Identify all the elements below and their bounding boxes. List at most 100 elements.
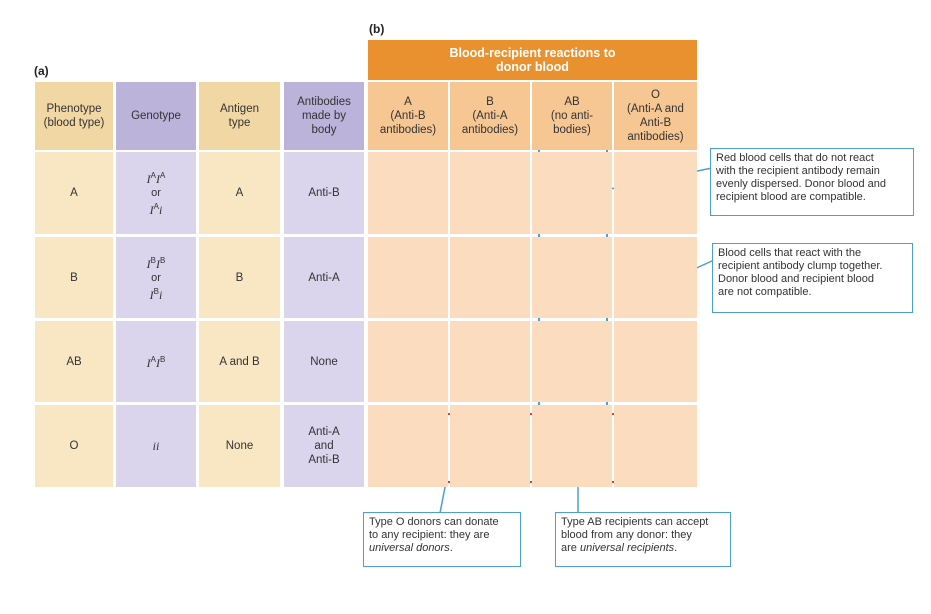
text-line: body (311, 124, 337, 136)
text-line: type (228, 117, 251, 129)
allele-sup: A (150, 355, 156, 364)
table-cell: B (35, 237, 113, 318)
allele: i (152, 439, 156, 453)
callout-text: evenly dispersed. Donor blood and (716, 178, 887, 190)
allele-sup: A (150, 171, 156, 180)
reaction-cell (368, 321, 448, 402)
text-line: B (486, 96, 494, 108)
genotype: IAIA (147, 169, 166, 186)
genotype: IAIB (147, 353, 166, 370)
table-cell: ii (116, 405, 196, 487)
callout-text: . (449, 542, 453, 554)
callout-text: Type AB recipients can accept (561, 516, 709, 528)
callout-line: are universal recipients. (561, 542, 725, 555)
genotype: IAi (150, 200, 163, 217)
reaction-cell (614, 237, 697, 318)
antigen: B (235, 271, 244, 284)
allele-sup: B (160, 255, 166, 265)
allele: i (156, 439, 160, 453)
genotype: ii (153, 439, 160, 453)
allele-sup: B (153, 286, 159, 296)
allele: i (159, 203, 163, 217)
callout-line: with the recipient antibody remain (716, 165, 908, 178)
text-line: Antigen (219, 103, 259, 115)
callout-text: Donor blood and recipient blood (718, 273, 874, 285)
callout-text: universal recipients (579, 542, 675, 554)
callout-text: . (674, 542, 678, 554)
callout-line: recipient antibody clump together. (718, 260, 907, 273)
reaction-cell (614, 152, 697, 234)
header-cell: B (Anti-A antibodies) (450, 82, 530, 150)
genotype-or: or (151, 271, 161, 284)
genotype: IBi (150, 285, 163, 302)
callout: Type AB recipients can accept blood from … (555, 512, 731, 567)
callout-text: recipient antibody clump together. (718, 260, 883, 272)
allele: i (159, 287, 163, 302)
text-line: Blood-recipient reactions to (449, 46, 616, 60)
reaction-cell (368, 237, 448, 318)
callout: Red blood cells that do not react with th… (710, 148, 914, 216)
phenotype: B (70, 271, 78, 284)
text-line: (Anti-A (472, 110, 508, 122)
text-line: Phenotype (46, 103, 102, 115)
table-cell: B (199, 237, 280, 318)
callout-text: blood from any donor: they (561, 529, 692, 541)
text-line: Anti-B (639, 117, 672, 129)
reaction-cell (368, 152, 448, 234)
text-line: Anti-B (308, 454, 340, 466)
header-cell: O (Anti-A and Anti-B antibodies) (614, 82, 697, 150)
callout: Type O donors can donate to any recipient… (363, 512, 521, 567)
table-cell: A (35, 152, 113, 234)
table-cell: O (35, 405, 113, 487)
reaction-cell (532, 152, 612, 234)
text-line: (blood type) (43, 117, 105, 129)
callout-line: Type O donors can donate (369, 516, 515, 529)
allele-sup: B (160, 355, 166, 364)
phenotype: A (70, 187, 78, 199)
callout: Blood cells that react with the recipient… (712, 243, 913, 313)
text-line: None (310, 355, 338, 368)
callout-line: universal donors. (369, 542, 515, 555)
text-line: Antibodies (297, 96, 351, 108)
antigen: A and B (219, 355, 260, 368)
antigen: A (235, 187, 244, 199)
allele: I (149, 203, 154, 217)
table-cell: A (199, 152, 280, 234)
allele: I (156, 356, 160, 370)
text-line: made by (301, 110, 347, 122)
text-line: Genotype (131, 110, 181, 122)
callout-text: universal donors (369, 542, 450, 554)
text-line: donor blood (496, 60, 569, 74)
callout-line: blood from any donor: they (561, 529, 725, 542)
callout-line: to any recipient: they are (369, 529, 515, 542)
reaction-cell (532, 237, 612, 318)
callout-line: evenly dispersed. Donor blood and (716, 178, 908, 191)
table-cell: A and B (199, 321, 280, 402)
callout-text: with the recipient antibody remain (716, 165, 880, 177)
header-cell: Phenotype (blood type) (35, 82, 113, 150)
genotype: IBIB (147, 254, 166, 271)
table-cell: Anti-B (284, 152, 364, 234)
table-cell: None (284, 321, 364, 402)
reaction-cell (368, 405, 448, 487)
table-cell: IAIB (116, 321, 196, 402)
text-line: A (404, 96, 412, 108)
callout-line: recipient blood are compatible. (716, 191, 908, 204)
text-line: antibodies) (461, 124, 519, 136)
antigen: None (225, 440, 254, 452)
panel-label: (b) (369, 22, 385, 36)
callout-text: to any recipient: they are (369, 529, 490, 541)
callout-text: Blood cells that react with the (718, 247, 862, 259)
phenotype: O (69, 440, 79, 452)
allele: I (149, 287, 154, 302)
header-cell: Antibodies made by body (284, 82, 364, 150)
text-line: AB (564, 96, 580, 108)
table-cell: None (199, 405, 280, 487)
text-line: and (314, 440, 334, 452)
reaction-cell (450, 321, 530, 402)
reaction-cell (532, 405, 612, 487)
allele: I (146, 172, 151, 186)
connector (439, 481, 447, 514)
callout-line: Type AB recipients can accept (561, 516, 725, 529)
text-line: (no anti- (550, 110, 594, 122)
